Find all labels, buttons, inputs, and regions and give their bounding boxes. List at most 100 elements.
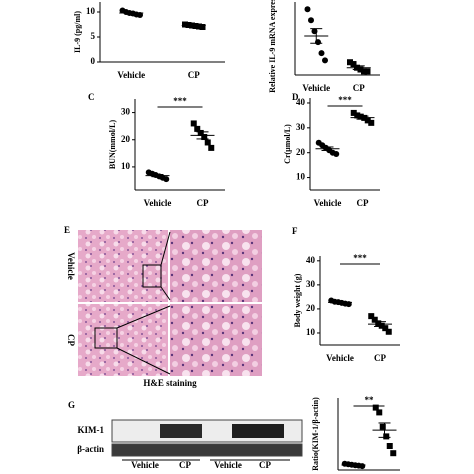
y-tick-label: 20 bbox=[121, 134, 131, 144]
data-point bbox=[359, 463, 366, 470]
y-tick-label: 30 bbox=[121, 107, 131, 117]
band-label: KIM-1 bbox=[78, 425, 105, 435]
y-tick-label: 5 bbox=[91, 31, 96, 41]
data-point bbox=[347, 59, 353, 66]
y-axis-label: Relative IL-9 mRNA expression bbox=[268, 0, 277, 93]
lane-label: CP bbox=[259, 460, 271, 470]
data-point bbox=[208, 144, 215, 151]
data-point bbox=[199, 24, 206, 30]
image bbox=[170, 304, 262, 376]
band bbox=[232, 424, 284, 438]
significance-label: *** bbox=[338, 95, 352, 105]
blot-strip bbox=[111, 443, 303, 457]
y-tick-label: 10 bbox=[296, 172, 306, 182]
data-point bbox=[350, 109, 357, 116]
data-point bbox=[382, 325, 389, 332]
y-axis-label: Ratio(KIM-1/β-actin) bbox=[311, 397, 320, 471]
data-point bbox=[376, 409, 383, 416]
significance-label: *** bbox=[353, 253, 367, 263]
y-tick-label: 10 bbox=[306, 327, 316, 337]
y-axis-label: IL-9 (pg/ml) bbox=[73, 11, 82, 53]
data-point bbox=[197, 129, 204, 136]
lane-label: CP bbox=[179, 460, 191, 470]
y-axis-label: Body weight (g) bbox=[293, 273, 302, 327]
data-point bbox=[182, 21, 188, 28]
x-tick-label: CP bbox=[374, 353, 386, 363]
data-point bbox=[385, 328, 392, 335]
band-label: β-actin bbox=[77, 444, 104, 454]
data-point bbox=[390, 450, 397, 457]
y-axis-label: BUN(mmol/L) bbox=[108, 120, 117, 170]
image bbox=[78, 230, 168, 302]
data-point bbox=[372, 404, 379, 411]
x-tick-label: CP bbox=[357, 198, 369, 208]
data-point bbox=[364, 68, 371, 75]
row-label: Vehicle bbox=[66, 252, 76, 280]
data-point bbox=[371, 316, 378, 323]
zoom-line bbox=[116, 347, 171, 375]
data-point bbox=[322, 57, 328, 64]
data-point bbox=[383, 433, 390, 440]
panel-letter: G bbox=[68, 400, 75, 410]
y-tick-label: 30 bbox=[306, 279, 316, 289]
data-point bbox=[308, 17, 314, 24]
y-tick-label: 30 bbox=[296, 122, 306, 132]
data-point bbox=[304, 6, 311, 13]
y-tick-label: 10 bbox=[86, 6, 96, 16]
y-axis-label: Cr(μmol/L) bbox=[283, 124, 292, 164]
data-point bbox=[368, 313, 375, 320]
x-tick-label: CP bbox=[353, 83, 365, 93]
data-point bbox=[361, 68, 367, 75]
y-tick-label: 20 bbox=[306, 303, 316, 313]
row-label: CP bbox=[66, 334, 76, 346]
panel-letter: C bbox=[88, 92, 95, 102]
caption: H&E staining bbox=[143, 378, 197, 388]
data-point bbox=[201, 134, 208, 141]
data-point bbox=[163, 176, 170, 183]
data-point bbox=[375, 320, 382, 327]
x-tick-label: CP bbox=[197, 198, 209, 208]
lane-label: Vehicle bbox=[131, 460, 159, 470]
data-point bbox=[364, 117, 371, 124]
data-point bbox=[379, 423, 386, 430]
x-tick-label: Vehicle bbox=[326, 353, 354, 363]
zoom-box bbox=[94, 327, 118, 349]
x-tick-label: Vehicle bbox=[144, 198, 172, 208]
y-tick-label: 10 bbox=[121, 161, 131, 171]
zoom-line bbox=[160, 231, 171, 266]
data-point bbox=[318, 50, 325, 57]
y-tick-label: 40 bbox=[306, 255, 316, 265]
zoom-line bbox=[116, 305, 171, 329]
image bbox=[170, 230, 262, 302]
zoom-box bbox=[142, 264, 162, 288]
panel-letter: F bbox=[292, 226, 298, 236]
band bbox=[160, 424, 202, 438]
data-point bbox=[333, 150, 340, 157]
x-tick-label: CP bbox=[188, 70, 200, 80]
image bbox=[78, 304, 168, 376]
data-point bbox=[354, 112, 361, 119]
panel-letter: D bbox=[292, 92, 299, 102]
western-blot bbox=[111, 419, 303, 457]
x-tick-label: Vehicle bbox=[117, 70, 145, 80]
panel-letter: E bbox=[64, 225, 70, 235]
histology-images bbox=[78, 230, 262, 376]
y-tick-label: 20 bbox=[296, 147, 306, 157]
significance-label: *** bbox=[173, 96, 187, 106]
x-tick-label: Vehicle bbox=[314, 198, 342, 208]
data-point bbox=[204, 139, 211, 146]
zoom-line bbox=[160, 286, 171, 301]
data-point bbox=[196, 23, 202, 30]
significance-label: ** bbox=[365, 395, 375, 405]
data-point bbox=[350, 61, 357, 68]
y-tick-label: 0 bbox=[91, 56, 96, 66]
x-tick-label: Vehicle bbox=[302, 83, 330, 93]
lane-label: Vehicle bbox=[214, 460, 242, 470]
data-point bbox=[194, 125, 201, 132]
y-tick-label: 40 bbox=[296, 97, 306, 107]
data-point bbox=[190, 120, 197, 127]
data-point bbox=[386, 443, 393, 449]
data-point bbox=[368, 119, 375, 126]
data-point bbox=[378, 322, 385, 329]
